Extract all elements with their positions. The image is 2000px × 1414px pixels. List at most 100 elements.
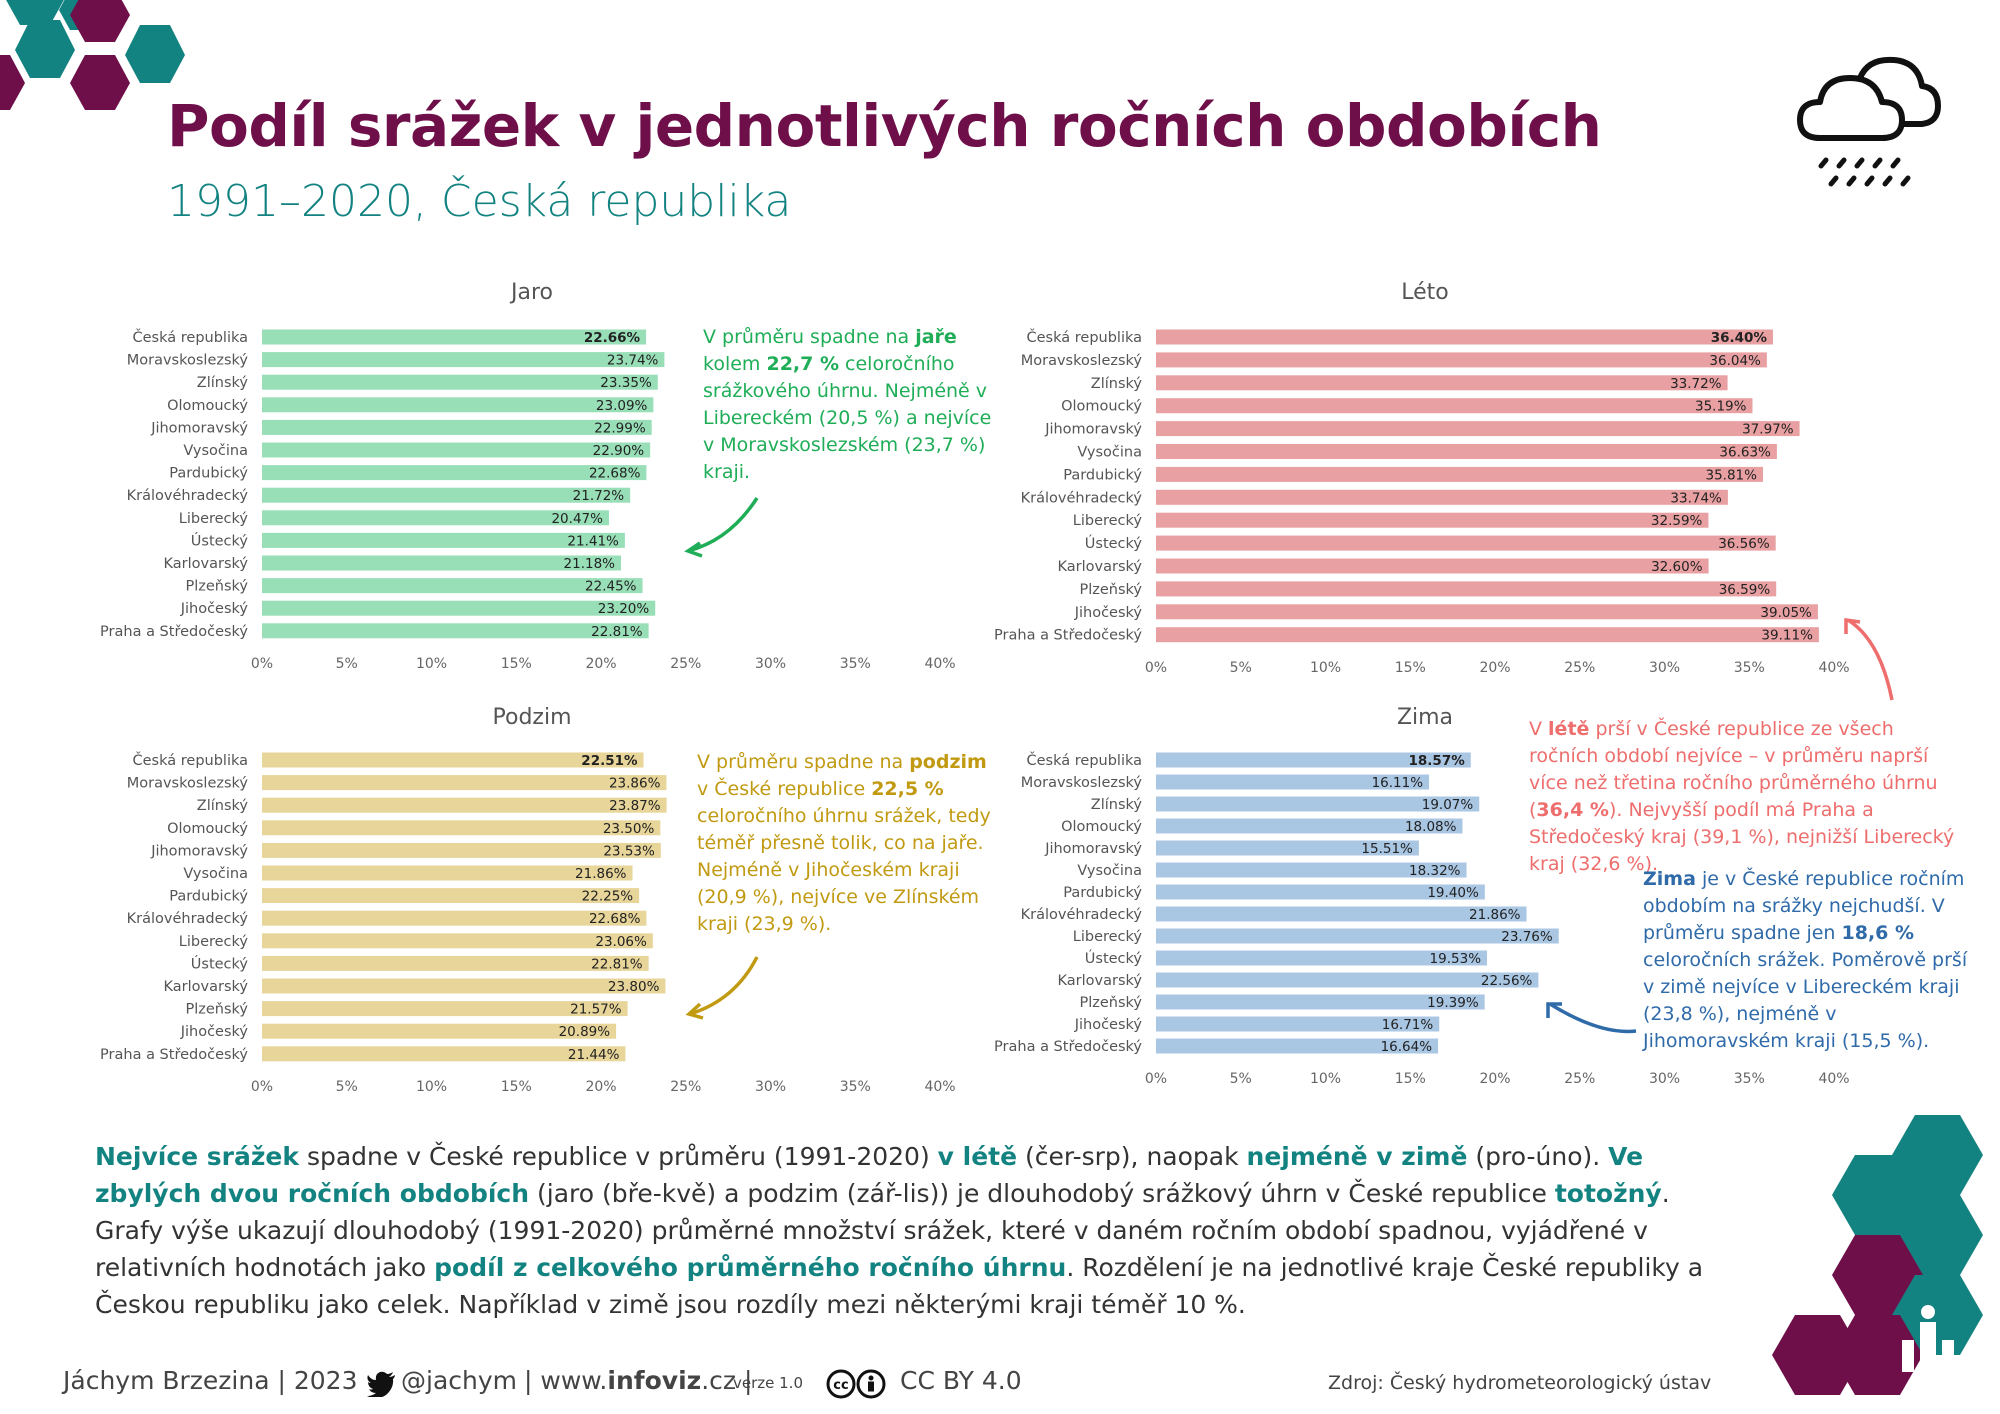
- data-label: 36.56%: [1718, 536, 1770, 552]
- tick-label: 5%: [336, 1079, 358, 1095]
- tick-label: 10%: [1310, 1071, 1341, 1087]
- data-label: 23.20%: [598, 601, 650, 617]
- bar: [1156, 489, 1728, 505]
- category-label: Olomoucký: [1061, 399, 1142, 415]
- bar: [262, 442, 651, 458]
- data-label: 23.09%: [596, 398, 648, 414]
- tick-label: 5%: [1230, 1071, 1252, 1087]
- category-label: Karlovarský: [1058, 973, 1143, 989]
- infoviz-logo-icon: [1902, 1305, 1954, 1372]
- category-label: Liberecký: [1073, 929, 1143, 945]
- data-label: 22.99%: [594, 420, 646, 436]
- summary-text: Nejvíce srážek spadne v České republice …: [95, 1142, 1704, 1319]
- data-label: 35.19%: [1695, 399, 1747, 415]
- bar: [262, 910, 647, 926]
- bar: [1156, 375, 1728, 391]
- tick-label: 10%: [1310, 660, 1341, 676]
- category-label: Královéhradecký: [127, 911, 249, 927]
- data-label: 39.11%: [1761, 628, 1813, 644]
- bar: [1156, 604, 1818, 620]
- data-label: 21.44%: [568, 1047, 620, 1063]
- bar: [262, 487, 631, 503]
- tick-label: 40%: [924, 1079, 955, 1095]
- tick-label: 10%: [416, 1079, 447, 1095]
- bar: [1156, 752, 1471, 768]
- chart-title: Jaro: [509, 280, 553, 305]
- category-label: Liberecký: [1073, 513, 1143, 529]
- data-label: 22.56%: [1481, 973, 1533, 989]
- data-label: 22.45%: [585, 579, 637, 595]
- data-label: 36.59%: [1719, 582, 1771, 598]
- category-label: Karlovarský: [164, 556, 249, 572]
- data-label: 37.97%: [1742, 422, 1794, 438]
- footer-site-link[interactable]: | www.infoviz.cz |: [524, 1366, 753, 1395]
- category-label: Plzeňský: [185, 1002, 248, 1018]
- bar: [262, 419, 652, 435]
- data-label: 16.11%: [1372, 775, 1424, 791]
- bar: [262, 1001, 628, 1017]
- tick-label: 0%: [1145, 660, 1167, 676]
- bar: [1156, 1038, 1439, 1054]
- category-label: Pardubický: [169, 466, 248, 482]
- tick-label: 20%: [585, 656, 616, 672]
- category-label: Zlínský: [197, 375, 249, 391]
- cc-icon: cc: [826, 1369, 886, 1399]
- category-label: Česká republika: [133, 751, 248, 769]
- footer-source: Zdroj: Český hydrometeorologický ústav: [1328, 1372, 1712, 1394]
- tick-label: 35%: [840, 656, 871, 672]
- tick-label: 0%: [251, 1079, 273, 1095]
- chart-title: Zima: [1397, 705, 1453, 730]
- tick-label: 20%: [1479, 660, 1510, 676]
- bar: [1156, 818, 1463, 834]
- footer-author: Jáchym Brzezina | 2023: [63, 1366, 358, 1395]
- bar: [262, 978, 666, 994]
- category-label: Moravskoslezský: [127, 353, 249, 369]
- category-label: Jihomoravský: [150, 843, 248, 859]
- bar: [1156, 862, 1467, 878]
- data-label: 21.72%: [573, 488, 625, 504]
- data-label: 23.86%: [609, 776, 661, 792]
- bar: [262, 820, 661, 836]
- data-label: 23.35%: [600, 375, 652, 391]
- bar: [262, 955, 649, 971]
- tick-label: 20%: [585, 1079, 616, 1095]
- note-spring: V průměru spadne na jaře kolem 22,7 % ce…: [703, 326, 992, 483]
- category-label: Česká republika: [1027, 328, 1142, 346]
- tick-label: 5%: [1230, 660, 1252, 676]
- category-label: Ústecký: [1085, 534, 1143, 552]
- page-title: Podíl srážek v jednotlivých ročních obdo…: [167, 92, 1602, 160]
- data-label: 19.07%: [1422, 797, 1474, 813]
- data-label: 16.71%: [1382, 1017, 1434, 1033]
- category-label: Ústecký: [191, 531, 249, 549]
- category-label: Vysočina: [183, 443, 248, 459]
- category-label: Ústecký: [1085, 949, 1143, 967]
- category-label: Praha a Středočeský: [994, 628, 1142, 644]
- category-label: Pardubický: [169, 889, 248, 905]
- category-label: Jihomoravský: [150, 420, 248, 436]
- tick-label: 25%: [670, 1079, 701, 1095]
- tick-label: 5%: [336, 656, 358, 672]
- data-label: 22.66%: [584, 330, 641, 346]
- category-label: Jihočeský: [1074, 1017, 1143, 1033]
- category-label: Olomoucký: [167, 398, 248, 414]
- bar: [1156, 558, 1709, 574]
- data-label: 20.47%: [551, 511, 603, 527]
- bar: [1156, 398, 1753, 414]
- footer-twitter-link[interactable]: @jachym: [401, 1366, 518, 1395]
- data-label: 20.89%: [559, 1024, 611, 1040]
- autumn-arrow-icon: [689, 956, 759, 1016]
- bar: [262, 352, 665, 368]
- tick-label: 0%: [251, 656, 273, 672]
- bar: [262, 888, 640, 904]
- twitter-bird-icon[interactable]: [367, 1371, 397, 1397]
- category-label: Zlínský: [1091, 797, 1143, 813]
- category-label: Jihomoravský: [1044, 422, 1142, 438]
- category-label: Olomoucký: [1061, 819, 1142, 835]
- tick-label: 0%: [1145, 1071, 1167, 1087]
- data-label: 39.05%: [1760, 605, 1812, 621]
- category-label: Olomoucký: [167, 821, 248, 837]
- bar: [1156, 950, 1488, 966]
- category-label: Jihočeský: [180, 601, 249, 617]
- data-label: 19.53%: [1430, 951, 1482, 967]
- category-label: Královéhradecký: [127, 488, 249, 504]
